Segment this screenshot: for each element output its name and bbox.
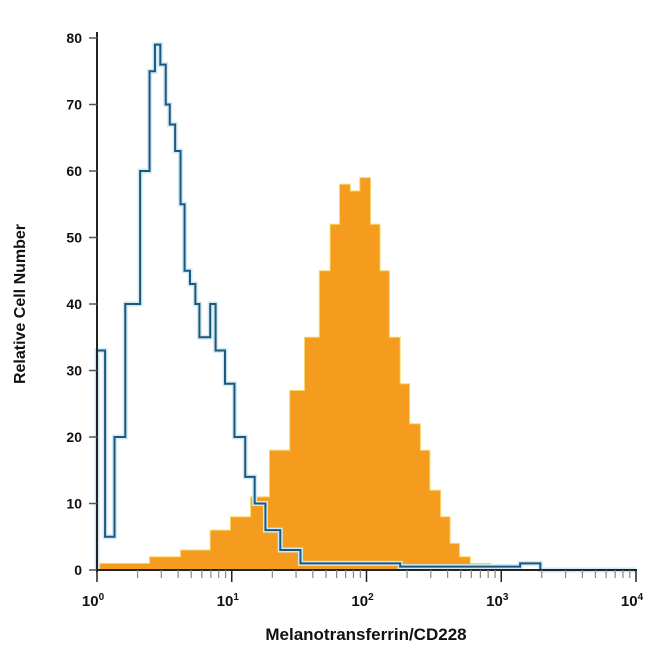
x-axis-label: Melanotransferrin/CD228 [265,625,466,644]
y-tick-label: 50 [66,230,82,246]
x-tick-label: 100 [82,592,105,610]
y-tick-label: 30 [66,363,82,379]
x-tick-exponent: 4 [638,592,644,603]
y-axis-label: Relative Cell Number [12,224,29,384]
stained-histogram-area [99,177,491,571]
y-ticks: 0 10 20 30 40 50 60 70 80 [66,30,97,578]
x-tick-exponent: 2 [368,592,374,603]
x-tick-base: 10 [82,593,99,610]
x-tick-exponent: 1 [233,592,239,603]
y-tick-label: 70 [66,97,82,113]
x-tick-label: 103 [486,592,509,610]
y-tick-label: 20 [66,429,82,445]
x-tick-exponent: 3 [503,592,509,603]
x-tick-label: 104 [621,592,644,610]
x-tick-base: 10 [351,593,368,610]
y-tick-label: 10 [66,496,82,512]
x-tick-base: 10 [621,593,638,610]
x-tick-exponent: 0 [99,592,105,603]
control-histogram-line [96,43,636,571]
x-ticks: 100 101 102 103 104 [82,570,644,610]
y-tick-label: 0 [74,562,82,578]
y-tick-label: 40 [66,296,82,312]
x-tick-label: 101 [217,592,240,610]
y-tick-label: 60 [66,163,82,179]
series-layer [94,42,636,573]
y-tick-label: 80 [66,30,82,46]
x-tick-base: 10 [486,593,503,610]
x-tick-label: 102 [351,592,374,610]
x-tick-base: 10 [217,593,234,610]
